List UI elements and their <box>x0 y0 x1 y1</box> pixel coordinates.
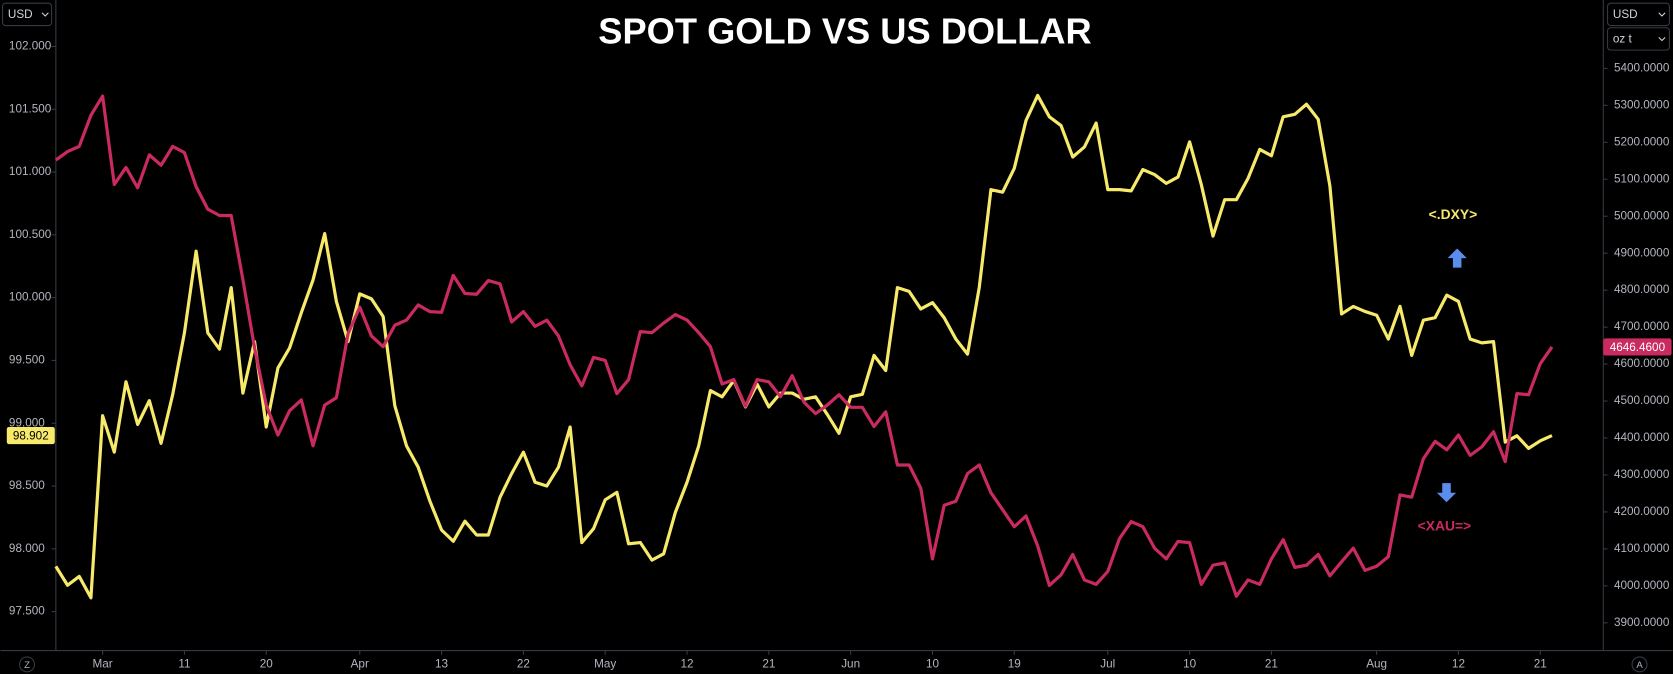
y2-tick-label: 5300.0000 <box>1614 98 1670 111</box>
last-value-badge: 98.902 <box>6 427 55 445</box>
y-tick-label: 100.000 <box>9 291 52 304</box>
y2-tick-label: 3900.0000 <box>1614 616 1670 629</box>
y2-tick-label: 4000.0000 <box>1614 579 1670 592</box>
y2-tick-label: 4800.0000 <box>1614 283 1670 296</box>
left-scale-button[interactable]: Z <box>19 656 36 673</box>
x-tick-label: Aug <box>1366 657 1387 670</box>
y-tick-label: 102.000 <box>9 40 52 53</box>
y2-tick-label: 4300.0000 <box>1614 468 1670 481</box>
x-tick-label: Apr <box>351 657 369 670</box>
last-value-badge: 4646.4600 <box>1603 338 1672 356</box>
y2-tick-label: 4500.0000 <box>1614 394 1670 407</box>
button-label[interactable]: Z <box>24 660 30 671</box>
x-tick-label: 20 <box>260 657 274 670</box>
badge-label: 98.902 <box>13 430 49 443</box>
dropdown-label[interactable]: USD <box>1613 8 1638 21</box>
badge-label: 4646.4600 <box>1610 341 1666 354</box>
button-circle[interactable] <box>19 656 36 673</box>
x-tick-label: 21 <box>762 657 775 670</box>
left-currency-select[interactable]: USD <box>1 2 53 27</box>
x-tick-label: Jun <box>841 657 860 670</box>
right-unit-select[interactable]: oz t <box>1607 27 1670 51</box>
y2-tick-label: 5100.0000 <box>1614 172 1670 185</box>
badge-box <box>6 427 55 445</box>
x-tick-label: 19 <box>1008 657 1021 670</box>
y-tick-label: 98.500 <box>9 479 45 492</box>
y-tick-label: 98.000 <box>9 542 45 555</box>
y-tick-label: 97.500 <box>9 605 45 618</box>
x-tick-label: 22 <box>517 657 530 670</box>
y2-tick-label: 4900.0000 <box>1614 246 1670 259</box>
dropdown-caret[interactable] <box>41 12 49 17</box>
x-tick-label: 21 <box>1534 657 1547 670</box>
x-tick-label: 10 <box>926 657 940 670</box>
x-tick-label: 10 <box>1183 657 1197 670</box>
y2-tick-label: 4400.0000 <box>1614 431 1670 444</box>
x-tick-label: 11 <box>178 657 190 670</box>
y2-tick-label: 4100.0000 <box>1614 542 1670 555</box>
y-tick-label: 100.500 <box>9 228 52 241</box>
dropdown-box[interactable] <box>1607 27 1670 51</box>
series-annotation: <.DXY> <box>1429 206 1478 222</box>
x-tick-label: Jul <box>1100 657 1115 670</box>
button-circle[interactable] <box>1631 656 1648 673</box>
x-tick-label: Mar <box>93 657 113 670</box>
down-arrow <box>1436 483 1457 503</box>
y2-tick-label: 4200.0000 <box>1614 505 1670 518</box>
dropdown-caret[interactable] <box>1658 12 1666 17</box>
y-tick-label: 101.500 <box>9 102 52 115</box>
y2-tick-label: 4700.0000 <box>1614 320 1670 333</box>
badge-box <box>1603 338 1672 356</box>
y-tick-label: 99.500 <box>9 354 45 367</box>
up-arrow <box>1447 248 1467 268</box>
right-currency-select[interactable]: USD <box>1607 2 1670 27</box>
button-label[interactable]: A <box>1636 660 1643 671</box>
dropdown-label[interactable]: oz t <box>1613 33 1633 46</box>
x-tick-label: 21 <box>1265 657 1278 670</box>
right-scale-button[interactable]: A <box>1631 656 1648 673</box>
y-tick-label: 99.000 <box>9 416 45 429</box>
x-tick-label: May <box>594 657 616 670</box>
y2-tick-label: 4600.0000 <box>1614 357 1670 370</box>
x-tick-label: 13 <box>435 657 448 670</box>
y2-tick-label: 5200.0000 <box>1614 135 1670 148</box>
dropdown-label[interactable]: USD <box>8 8 33 21</box>
chart-title: SPOT GOLD VS US DOLLAR <box>598 11 1091 52</box>
x-tick-label: 12 <box>1452 657 1465 670</box>
dropdown-caret[interactable] <box>1658 36 1666 42</box>
y2-tick-label: 5400.0000 <box>1614 61 1670 74</box>
series-line <box>54 94 1554 598</box>
dropdown-box[interactable] <box>1607 2 1670 27</box>
y-tick-label: 101.000 <box>9 165 52 178</box>
series-annotation: <XAU=> <box>1418 517 1472 533</box>
y2-tick-label: 5000.0000 <box>1614 209 1670 222</box>
x-tick-label: 12 <box>681 657 694 670</box>
dropdown-box[interactable] <box>1 2 53 27</box>
